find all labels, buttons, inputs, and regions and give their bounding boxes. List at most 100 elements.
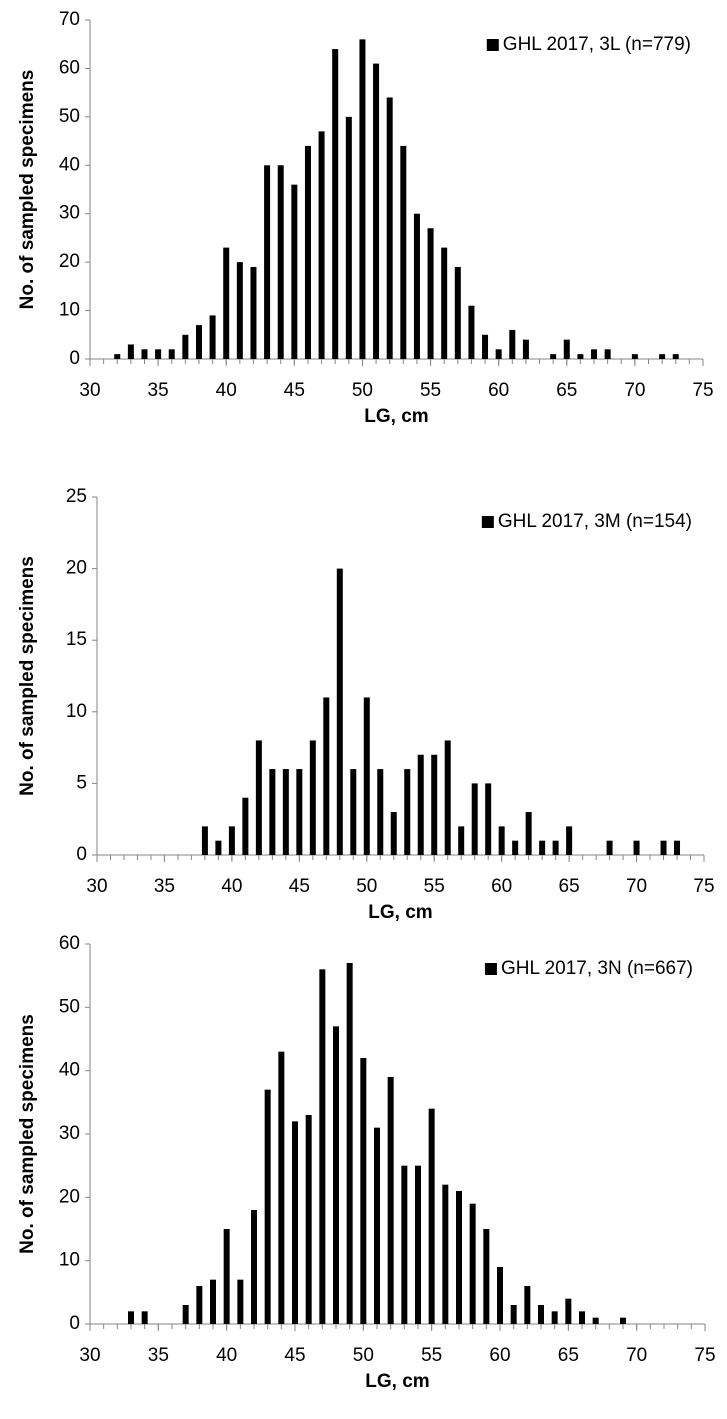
legend-swatch [484, 963, 497, 975]
bar [591, 349, 598, 359]
bar [497, 1267, 503, 1324]
x-axis-title: LG, cm [364, 406, 428, 427]
bar [539, 840, 546, 855]
bar [565, 1298, 572, 1324]
x-tick-label: 45 [284, 380, 305, 401]
bar [182, 334, 189, 359]
bar [359, 39, 366, 359]
x-tick-label: 70 [626, 1345, 647, 1366]
y-axis-title: No. of sampled specimens [17, 1014, 38, 1254]
bar [633, 840, 640, 855]
y-axis-title: No. of sampled specimens [17, 556, 38, 796]
x-tick-label: 65 [556, 380, 577, 401]
y-tick-label: 30 [59, 1123, 80, 1144]
x-tick-label: 40 [221, 876, 242, 897]
y-tick-label: 60 [59, 57, 80, 78]
y-tick-label: 15 [66, 629, 87, 650]
legend-swatch [486, 39, 499, 51]
bar [458, 826, 465, 855]
bar [631, 354, 638, 359]
bar [525, 812, 532, 855]
y-axis-title: No. of sampled specimens [17, 70, 38, 310]
bar [566, 826, 573, 855]
bar [495, 349, 502, 359]
y-tick-label: 25 [66, 486, 87, 507]
bar [456, 1191, 462, 1324]
x-tick-label: 30 [79, 1345, 100, 1366]
bar [305, 1115, 312, 1324]
bar [304, 145, 311, 359]
x-tick-label: 50 [352, 380, 373, 401]
bar [236, 262, 243, 359]
bar [323, 697, 330, 855]
y-tick-label: 40 [59, 1060, 80, 1081]
bar [482, 334, 489, 359]
bar [444, 740, 451, 855]
x-tick-label: 70 [626, 876, 647, 897]
bar [360, 1058, 367, 1324]
x-tick-label: 70 [624, 380, 645, 401]
bar [373, 63, 380, 359]
bar [550, 354, 557, 359]
bar [400, 145, 407, 359]
x-tick-label: 75 [694, 1345, 715, 1366]
y-tick-label: 0 [76, 844, 87, 865]
bar [223, 1229, 230, 1324]
bar [255, 740, 262, 855]
bar [291, 184, 298, 359]
bar [604, 349, 611, 359]
x-tick-label: 45 [289, 876, 310, 897]
bar [128, 1311, 134, 1324]
bar [237, 1279, 244, 1324]
y-tick-label: 30 [59, 203, 80, 224]
bar [333, 1026, 339, 1324]
y-tick-label: 50 [59, 996, 80, 1017]
bar [264, 1089, 271, 1324]
legend-label: GHL 2017, 3L (n=779) [503, 34, 691, 55]
x-tick-label: 35 [148, 1345, 169, 1366]
bar [442, 1184, 449, 1324]
x-tick-label: 40 [216, 380, 237, 401]
bar [201, 826, 208, 855]
bar [483, 1229, 490, 1324]
bar [350, 769, 357, 855]
bar [471, 783, 478, 855]
bar [209, 315, 216, 359]
bar [332, 49, 339, 360]
y-tick-label: 10 [59, 300, 80, 321]
bar [386, 97, 393, 359]
bar [215, 840, 222, 855]
bar [512, 840, 519, 855]
bar [552, 840, 559, 855]
x-tick-label: 35 [154, 876, 175, 897]
x-tick-label: 30 [86, 876, 107, 897]
bar [413, 213, 420, 359]
bar [155, 349, 162, 359]
bar [441, 247, 448, 359]
bar [195, 325, 202, 359]
y-tick-label: 70 [59, 9, 80, 30]
bar [427, 228, 434, 359]
legend-label: GHL 2017, 3M (n=154) [498, 511, 692, 532]
bar [282, 769, 289, 855]
x-tick-label: 50 [353, 1345, 374, 1366]
bar [141, 349, 148, 359]
bar [485, 783, 492, 855]
bar [114, 354, 121, 359]
x-tick-label: 60 [489, 1345, 510, 1366]
x-tick-label: 65 [558, 1345, 579, 1366]
legend-label: GHL 2017, 3N (n=667) [501, 958, 693, 979]
y-tick-label: 50 [59, 106, 80, 127]
bar [228, 826, 235, 855]
y-tick-label: 0 [69, 348, 80, 369]
bar [551, 1311, 558, 1324]
bar [659, 354, 666, 359]
y-tick-label: 5 [76, 772, 87, 793]
bar [509, 329, 516, 359]
y-tick-label: 60 [59, 933, 80, 954]
bar [390, 812, 397, 855]
bar [417, 754, 424, 855]
bar [660, 840, 667, 855]
x-tick-label: 55 [424, 876, 445, 897]
